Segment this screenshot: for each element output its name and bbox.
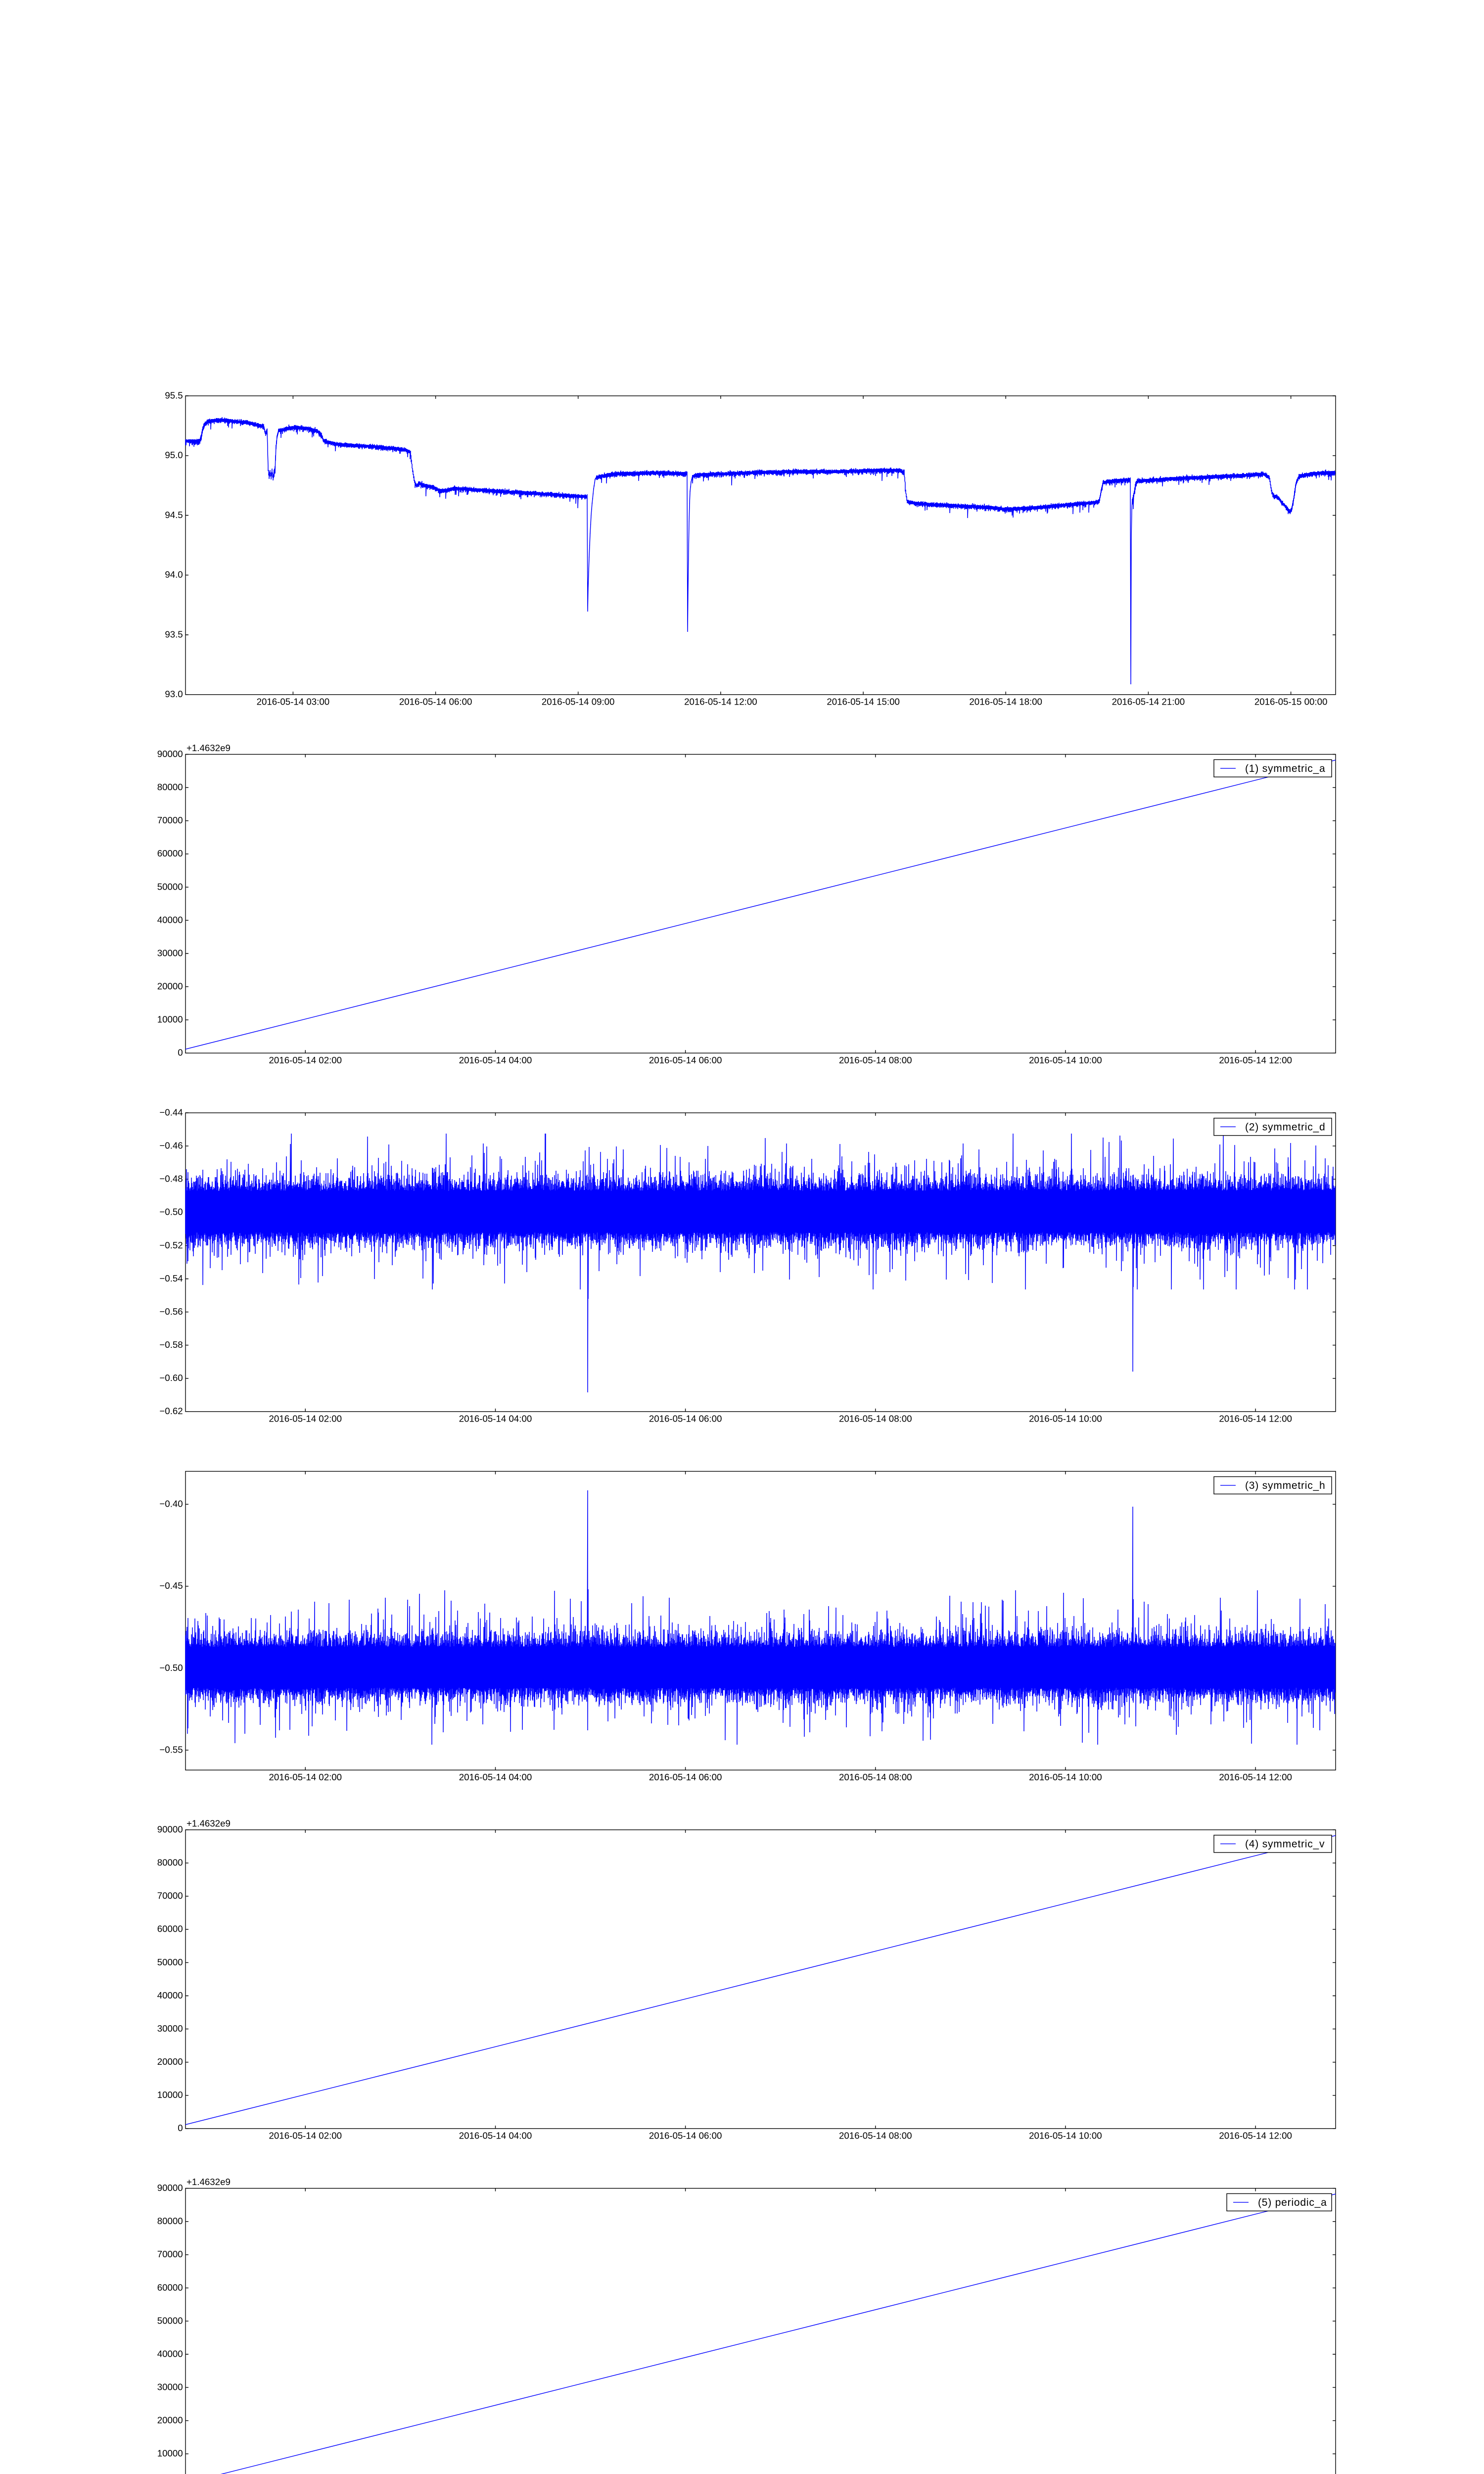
svg-text:−0.50: −0.50 — [159, 1207, 183, 1217]
svg-text:2016-05-14 06:00: 2016-05-14 06:00 — [649, 2131, 722, 2141]
svg-text:2016-05-14 09:00: 2016-05-14 09:00 — [542, 697, 615, 707]
svg-text:10000: 10000 — [157, 2448, 183, 2459]
svg-text:−0.40: −0.40 — [159, 1499, 183, 1509]
svg-text:−0.58: −0.58 — [159, 1339, 183, 1350]
svg-text:2016-05-14 04:00: 2016-05-14 04:00 — [459, 1414, 532, 1424]
svg-text:2016-05-14 12:00: 2016-05-14 12:00 — [1219, 2131, 1292, 2141]
svg-text:2016-05-14 03:00: 2016-05-14 03:00 — [257, 697, 330, 707]
svg-text:2016-05-14 10:00: 2016-05-14 10:00 — [1029, 1055, 1102, 1065]
svg-text:2016-05-14 06:00: 2016-05-14 06:00 — [399, 697, 472, 707]
svg-text:−0.50: −0.50 — [159, 1663, 183, 1673]
svg-text:2016-05-14 10:00: 2016-05-14 10:00 — [1029, 1414, 1102, 1424]
svg-text:(3) symmetric_h: (3) symmetric_h — [1245, 1480, 1326, 1491]
svg-text:−0.56: −0.56 — [159, 1306, 183, 1317]
svg-text:80000: 80000 — [157, 2216, 183, 2226]
svg-text:90000: 90000 — [157, 1824, 183, 1835]
svg-text:20000: 20000 — [157, 2056, 183, 2067]
svg-text:60000: 60000 — [157, 1924, 183, 1934]
svg-text:30000: 30000 — [157, 2023, 183, 2034]
svg-text:2016-05-14 08:00: 2016-05-14 08:00 — [839, 1772, 912, 1782]
svg-text:20000: 20000 — [157, 981, 183, 992]
svg-text:10000: 10000 — [157, 2090, 183, 2100]
svg-text:(2) symmetric_d: (2) symmetric_d — [1245, 1122, 1326, 1133]
svg-text:40000: 40000 — [157, 914, 183, 925]
svg-text:−0.62: −0.62 — [159, 1406, 183, 1416]
svg-text:−0.54: −0.54 — [159, 1273, 183, 1284]
svg-text:60000: 60000 — [157, 2282, 183, 2292]
svg-text:(4) symmetric_v: (4) symmetric_v — [1245, 1839, 1325, 1850]
svg-text:94.5: 94.5 — [165, 510, 183, 520]
svg-text:2016-05-14 02:00: 2016-05-14 02:00 — [269, 1055, 342, 1065]
svg-text:2016-05-14 02:00: 2016-05-14 02:00 — [269, 1772, 342, 1782]
svg-text:70000: 70000 — [157, 2249, 183, 2259]
svg-text:(1) symmetric_a: (1) symmetric_a — [1245, 763, 1326, 774]
svg-text:+1.4632e9: +1.4632e9 — [186, 1818, 231, 1829]
svg-text:90000: 90000 — [157, 2183, 183, 2193]
svg-text:2016-05-14 18:00: 2016-05-14 18:00 — [969, 697, 1042, 707]
svg-text:2016-05-14 08:00: 2016-05-14 08:00 — [839, 1055, 912, 1065]
svg-text:−0.45: −0.45 — [159, 1580, 183, 1591]
svg-text:2016-05-14 02:00: 2016-05-14 02:00 — [269, 1414, 342, 1424]
svg-text:50000: 50000 — [157, 1957, 183, 1967]
svg-text:2016-05-14 12:00: 2016-05-14 12:00 — [1219, 1055, 1292, 1065]
svg-text:−0.44: −0.44 — [159, 1107, 183, 1117]
svg-text:40000: 40000 — [157, 2348, 183, 2359]
svg-text:2016-05-14 10:00: 2016-05-14 10:00 — [1029, 2131, 1102, 2141]
svg-text:2016-05-14 12:00: 2016-05-14 12:00 — [1219, 1414, 1292, 1424]
svg-text:2016-05-14 12:00: 2016-05-14 12:00 — [684, 697, 757, 707]
svg-text:−0.55: −0.55 — [159, 1745, 183, 1755]
svg-text:60000: 60000 — [157, 848, 183, 858]
svg-text:10000: 10000 — [157, 1014, 183, 1025]
svg-text:−0.52: −0.52 — [159, 1240, 183, 1250]
svg-text:−0.46: −0.46 — [159, 1141, 183, 1151]
svg-text:90000: 90000 — [157, 749, 183, 759]
svg-text:2016-05-14 04:00: 2016-05-14 04:00 — [459, 2131, 532, 2141]
svg-text:30000: 30000 — [157, 2382, 183, 2392]
svg-text:2016-05-14 06:00: 2016-05-14 06:00 — [649, 1414, 722, 1424]
svg-text:2016-05-14 08:00: 2016-05-14 08:00 — [839, 1414, 912, 1424]
svg-text:40000: 40000 — [157, 1990, 183, 2000]
svg-text:80000: 80000 — [157, 782, 183, 792]
svg-text:95.5: 95.5 — [165, 390, 183, 400]
svg-text:94.0: 94.0 — [165, 570, 183, 580]
svg-text:2016-05-14 10:00: 2016-05-14 10:00 — [1029, 1772, 1102, 1782]
svg-text:2016-05-14 15:00: 2016-05-14 15:00 — [827, 697, 900, 707]
svg-text:0: 0 — [178, 2123, 183, 2133]
svg-text:70000: 70000 — [157, 815, 183, 825]
svg-text:+1.4632e9: +1.4632e9 — [186, 2177, 231, 2187]
svg-text:2016-05-14 21:00: 2016-05-14 21:00 — [1112, 697, 1185, 707]
svg-text:93.5: 93.5 — [165, 629, 183, 639]
svg-text:2016-05-14 04:00: 2016-05-14 04:00 — [459, 1055, 532, 1065]
svg-text:−0.48: −0.48 — [159, 1174, 183, 1184]
svg-text:(5) periodic_a: (5) periodic_a — [1258, 2197, 1327, 2208]
svg-text:+1.4632e9: +1.4632e9 — [186, 743, 231, 753]
svg-text:50000: 50000 — [157, 2315, 183, 2326]
svg-text:50000: 50000 — [157, 881, 183, 892]
svg-text:2016-05-14 12:00: 2016-05-14 12:00 — [1219, 1772, 1292, 1782]
svg-text:−0.60: −0.60 — [159, 1373, 183, 1383]
svg-text:2016-05-14 06:00: 2016-05-14 06:00 — [649, 1772, 722, 1782]
svg-text:2016-05-14 08:00: 2016-05-14 08:00 — [839, 2131, 912, 2141]
svg-text:2016-05-14 04:00: 2016-05-14 04:00 — [459, 1772, 532, 1782]
svg-text:2016-05-14 02:00: 2016-05-14 02:00 — [269, 2131, 342, 2141]
svg-text:80000: 80000 — [157, 1857, 183, 1868]
svg-text:70000: 70000 — [157, 1891, 183, 1901]
svg-text:95.0: 95.0 — [165, 450, 183, 460]
svg-text:0: 0 — [178, 1047, 183, 1058]
svg-text:93.0: 93.0 — [165, 689, 183, 699]
svg-text:2016-05-14 06:00: 2016-05-14 06:00 — [649, 1055, 722, 1065]
svg-text:2016-05-15 00:00: 2016-05-15 00:00 — [1254, 697, 1328, 707]
svg-text:20000: 20000 — [157, 2415, 183, 2426]
svg-text:30000: 30000 — [157, 948, 183, 958]
